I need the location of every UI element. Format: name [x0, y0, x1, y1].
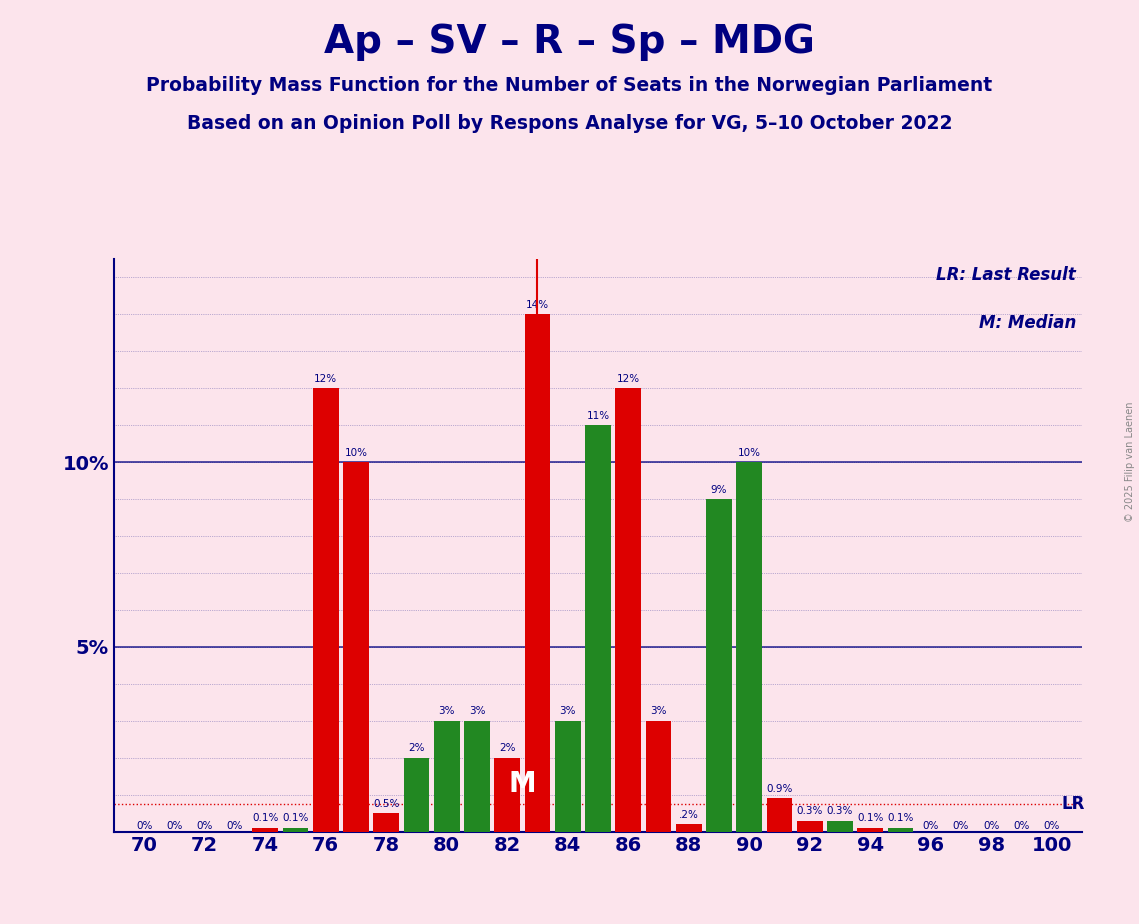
Text: .2%: .2% — [679, 809, 698, 820]
Text: 12%: 12% — [616, 373, 640, 383]
Bar — [585, 425, 611, 832]
Bar — [464, 721, 490, 832]
Text: LR: LR — [1062, 795, 1085, 813]
Text: 14%: 14% — [526, 299, 549, 310]
Text: Probability Mass Function for the Number of Seats in the Norwegian Parliament: Probability Mass Function for the Number… — [147, 76, 992, 95]
Bar — [494, 758, 521, 832]
Text: 0%: 0% — [1043, 821, 1060, 831]
Text: 3%: 3% — [559, 706, 576, 716]
Bar — [434, 721, 459, 832]
Bar — [282, 828, 309, 832]
Text: 3%: 3% — [469, 706, 485, 716]
Text: 11%: 11% — [587, 410, 609, 420]
Text: 0%: 0% — [136, 821, 153, 831]
Text: 0%: 0% — [227, 821, 243, 831]
Bar — [646, 721, 671, 832]
Bar — [858, 828, 883, 832]
Text: 0%: 0% — [166, 821, 182, 831]
Text: M: M — [508, 771, 536, 798]
Bar — [403, 758, 429, 832]
Bar — [767, 798, 793, 832]
Bar — [253, 828, 278, 832]
Bar — [675, 824, 702, 832]
Text: 0%: 0% — [953, 821, 969, 831]
Bar — [827, 821, 853, 832]
Bar — [887, 828, 913, 832]
Text: 9%: 9% — [711, 484, 727, 494]
Bar — [706, 499, 732, 832]
Bar — [313, 388, 338, 832]
Text: 0%: 0% — [196, 821, 213, 831]
Bar — [737, 462, 762, 832]
Text: 2%: 2% — [408, 743, 425, 753]
Text: 10%: 10% — [344, 447, 368, 457]
Text: 0%: 0% — [923, 821, 939, 831]
Bar — [555, 721, 581, 832]
Text: Ap – SV – R – Sp – MDG: Ap – SV – R – Sp – MDG — [325, 23, 814, 61]
Text: 12%: 12% — [314, 373, 337, 383]
Bar — [343, 462, 369, 832]
Bar — [525, 314, 550, 832]
Text: 0.3%: 0.3% — [827, 806, 853, 816]
Text: 10%: 10% — [738, 447, 761, 457]
Text: 0.1%: 0.1% — [282, 813, 309, 823]
Text: 0.5%: 0.5% — [372, 798, 400, 808]
Bar — [797, 821, 822, 832]
Text: 2%: 2% — [499, 743, 516, 753]
Bar — [374, 813, 399, 832]
Text: 0.9%: 0.9% — [767, 784, 793, 794]
Text: 0.3%: 0.3% — [796, 806, 823, 816]
Text: Based on an Opinion Poll by Respons Analyse for VG, 5–10 October 2022: Based on an Opinion Poll by Respons Anal… — [187, 114, 952, 133]
Text: 0%: 0% — [983, 821, 1000, 831]
Text: © 2025 Filip van Laenen: © 2025 Filip van Laenen — [1125, 402, 1134, 522]
Text: LR: Last Result: LR: Last Result — [936, 266, 1076, 284]
Text: 0.1%: 0.1% — [887, 813, 913, 823]
Text: 0.1%: 0.1% — [857, 813, 884, 823]
Text: 0%: 0% — [1014, 821, 1030, 831]
Text: 3%: 3% — [439, 706, 454, 716]
Text: 0.1%: 0.1% — [252, 813, 278, 823]
Bar — [615, 388, 641, 832]
Text: M: Median: M: Median — [978, 314, 1076, 332]
Text: 3%: 3% — [650, 706, 666, 716]
